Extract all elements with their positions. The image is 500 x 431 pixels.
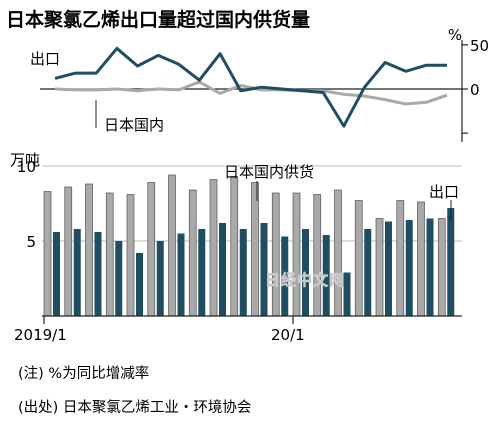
bar-domestic [85, 183, 93, 317]
line-series-domestic [54, 80, 448, 106]
bar-domestic [292, 192, 301, 317]
bar-domestic [313, 194, 322, 317]
bar-export [364, 229, 372, 316]
bar-export [53, 232, 60, 316]
bar-export [281, 236, 289, 316]
bar-export [447, 208, 455, 316]
bar-domestic [251, 182, 259, 317]
legend-export-line: 出口 [30, 50, 60, 68]
line-y-tick-label: 0 [470, 81, 480, 99]
bar-domestic [64, 186, 73, 317]
bar-export [343, 272, 351, 316]
bar-domestic [188, 189, 197, 317]
bar-domestic [105, 192, 114, 317]
bar-export [426, 218, 434, 316]
bar-x-tick-label: 2019/1 [14, 326, 67, 344]
bar-export [260, 223, 268, 316]
bar-domestic [334, 189, 342, 317]
bar-export [177, 233, 185, 316]
bar-export [239, 229, 247, 316]
note-line: (注) %为同比增减率 [18, 365, 149, 382]
bar-y-tick-label: 5 [26, 233, 36, 251]
bar-export [405, 220, 413, 316]
line-y-tick-label: 50 [470, 37, 489, 55]
bar-export [198, 229, 206, 316]
bar-domestic [43, 191, 52, 317]
bar-domestic [437, 218, 446, 317]
bar-export [115, 241, 123, 316]
bar-domestic [417, 201, 425, 317]
line-series-export [54, 46, 447, 128]
watermark: 日经中文网 [265, 271, 345, 289]
bar-export [219, 223, 226, 316]
bar-y-tick-label: 10 [17, 158, 36, 176]
bar-export [385, 221, 392, 316]
bar-domestic [271, 192, 280, 317]
bar-export [156, 241, 164, 316]
chart-title: 日本聚氯乙烯出口量超过国内供货量 [6, 8, 310, 31]
bar-export [302, 229, 309, 316]
line-chart: % 50 0 出口 日本国内 [30, 26, 489, 142]
source-line: (出处) 日本聚氯乙烯工业・环境协会 [18, 398, 251, 416]
bar-domestic [168, 174, 176, 317]
line-y-axis-unit: % [448, 26, 462, 44]
bar-y-axis-unit: 万吨 [10, 151, 40, 169]
legend-domestic-line: 日本国内 [104, 116, 164, 134]
bar-chart: 万吨 10 5 2019/1 20/1 日本国内供货 出口 [10, 151, 462, 344]
bar-domestic [209, 179, 218, 317]
bar-domestic [375, 218, 384, 317]
bar-export [136, 253, 143, 316]
bar-domestic [147, 182, 156, 317]
bar-domestic [126, 194, 135, 317]
bar-domestic [354, 200, 363, 317]
legend-domestic-bar: 日本国内供货 [224, 163, 314, 181]
bar-export [322, 235, 330, 316]
bar-domestic [230, 176, 239, 317]
bar-x-tick-label: 20/1 [271, 326, 305, 344]
bar-export [73, 229, 81, 316]
legend-export-bar: 出口 [429, 183, 459, 201]
bar-domestic [396, 200, 405, 317]
bar-export [94, 232, 102, 316]
